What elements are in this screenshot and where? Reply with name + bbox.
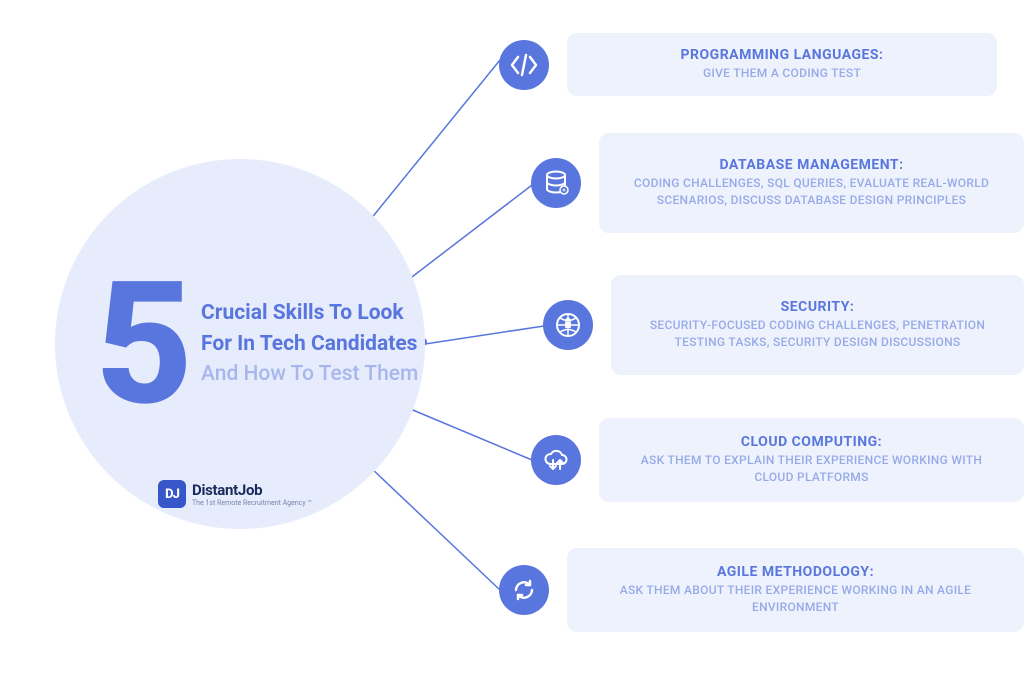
skill-pill: PROGRAMMING LANGUAGES: GIVE THEM A CODING… [567, 33, 997, 96]
skill-desc: GIVE THEM A CODING TEST [703, 65, 861, 82]
skill-title: SECURITY: [781, 299, 855, 315]
skill-row: PROGRAMMING LANGUAGES: GIVE THEM A CODING… [499, 33, 997, 96]
skill-title: PROGRAMMING LANGUAGES: [681, 47, 884, 63]
headline-light: And How To Test Them [201, 362, 418, 386]
skill-title: CLOUD COMPUTING: [741, 434, 882, 450]
skill-desc: ASK THEM ABOUT THEIR EXPERIENCE WORKING … [591, 582, 1000, 617]
skill-pill: SECURITY: SECURITY-FOCUSED CODING CHALLEN… [611, 275, 1024, 375]
brand-logo: DJ DistantJob The 1st Remote Recruitment… [158, 480, 312, 508]
big-number: 5 [95, 259, 193, 429]
logo-badge: DJ [158, 480, 186, 508]
circle-headline: Crucial Skills To Look For In Tech Candi… [201, 298, 421, 389]
cloud-icon [531, 435, 581, 485]
skill-title: DATABASE MANAGEMENT: [719, 157, 903, 173]
globe-lock-icon [543, 300, 593, 350]
database-icon [531, 158, 581, 208]
skill-pill: CLOUD COMPUTING: ASK THEM TO EXPLAIN THEI… [599, 418, 1024, 502]
skill-pill: DATABASE MANAGEMENT: CODING CHALLENGES, S… [599, 133, 1024, 233]
main-circle: 5 Crucial Skills To Look For In Tech Can… [55, 159, 425, 529]
skill-desc: SECURITY-FOCUSED CODING CHALLENGES, PENE… [635, 317, 1000, 352]
skill-row: DATABASE MANAGEMENT: CODING CHALLENGES, S… [531, 133, 1024, 233]
logo-text: DistantJob The 1st Remote Recruitment Ag… [192, 481, 312, 507]
logo-brand: DistantJob [192, 481, 312, 499]
skill-desc: ASK THEM TO EXPLAIN THEIR EXPERIENCE WOR… [623, 452, 1000, 487]
skill-row: AGILE METHODOLOGY: ASK THEM ABOUT THEIR E… [499, 548, 1024, 632]
headline-bold: Crucial Skills To Look For In Tech Candi… [201, 301, 417, 355]
logo-tagline: The 1st Remote Recruitment Agency ™ [192, 499, 312, 507]
skill-pill: AGILE METHODOLOGY: ASK THEM ABOUT THEIR E… [567, 548, 1024, 632]
agile-icon [499, 565, 549, 615]
skill-desc: CODING CHALLENGES, SQL QUERIES, EVALUATE… [623, 175, 1000, 210]
skill-row: SECURITY: SECURITY-FOCUSED CODING CHALLEN… [543, 275, 1024, 375]
code-icon [499, 40, 549, 90]
skill-row: CLOUD COMPUTING: ASK THEM TO EXPLAIN THEI… [531, 418, 1024, 502]
skill-title: AGILE METHODOLOGY: [717, 564, 874, 580]
